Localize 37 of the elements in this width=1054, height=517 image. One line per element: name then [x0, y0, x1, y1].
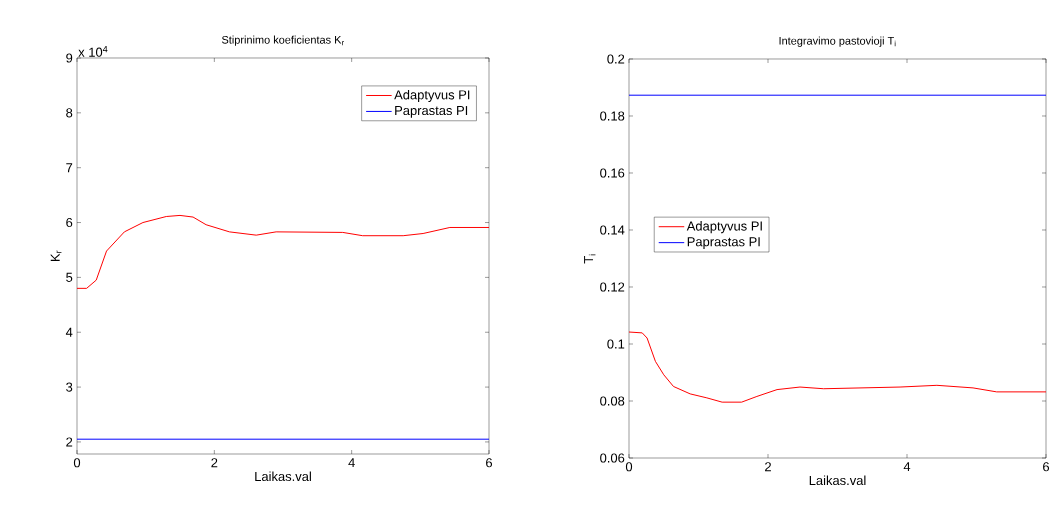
- y-tick-label: 8: [66, 108, 73, 118]
- x-tick-label: 2: [211, 458, 218, 468]
- y-tick-label: 7: [66, 163, 73, 173]
- x-tick-label: 4: [348, 458, 355, 468]
- y-tick-label: 0.08: [600, 396, 625, 406]
- x-axis-title: Laikas.val: [255, 471, 311, 482]
- y-tick-label: 0.06: [600, 453, 625, 463]
- chart-title: Integravimo pastovioji T$_{i}$: [779, 36, 896, 47]
- x-tick-label: 6: [486, 458, 493, 468]
- y-tick-label: 3: [66, 382, 73, 392]
- y-tick-label: 0.1: [607, 339, 625, 349]
- y-tick-label: 9: [66, 53, 73, 63]
- text: x 10$^{4}$: [78, 46, 108, 57]
- y-axis-title: K$_{r}$: [50, 250, 62, 262]
- y-tick-label: 5: [66, 272, 73, 282]
- chart-title: Stiprinimo koeficientas K$_{r}$: [221, 35, 344, 46]
- legend-label: Adaptyvus PI: [686, 221, 762, 234]
- x-tick-label: 0: [625, 462, 633, 472]
- y-tick-label: 4: [65, 327, 73, 337]
- x-axis-title: Laikas.val: [809, 475, 866, 486]
- legend-label: Paprastas PI: [395, 106, 468, 118]
- y-tick-label: 0.2: [607, 54, 625, 64]
- legend-label: Adaptyvus PI: [394, 89, 470, 102]
- line-series: [77, 214, 489, 289]
- y-tick-label: 6: [66, 217, 73, 228]
- line-series: [629, 331, 1047, 403]
- y-tick-label: 0.16: [600, 168, 625, 178]
- x-tick-label: 0: [73, 458, 81, 468]
- y-axis-title: T$_{i}$: [584, 254, 596, 264]
- legend-label: Paprastas PI: [687, 237, 760, 249]
- y-tick-label: 2: [66, 437, 73, 447]
- y-tick-label: 0.14: [600, 225, 625, 235]
- y-tick-label: 0.18: [600, 111, 625, 121]
- y-tick-label: 0.12: [600, 282, 625, 292]
- x-tick-label: 4: [903, 462, 911, 472]
- x-tick-label: 2: [765, 462, 771, 472]
- x-tick-label: 6: [1043, 462, 1050, 472]
